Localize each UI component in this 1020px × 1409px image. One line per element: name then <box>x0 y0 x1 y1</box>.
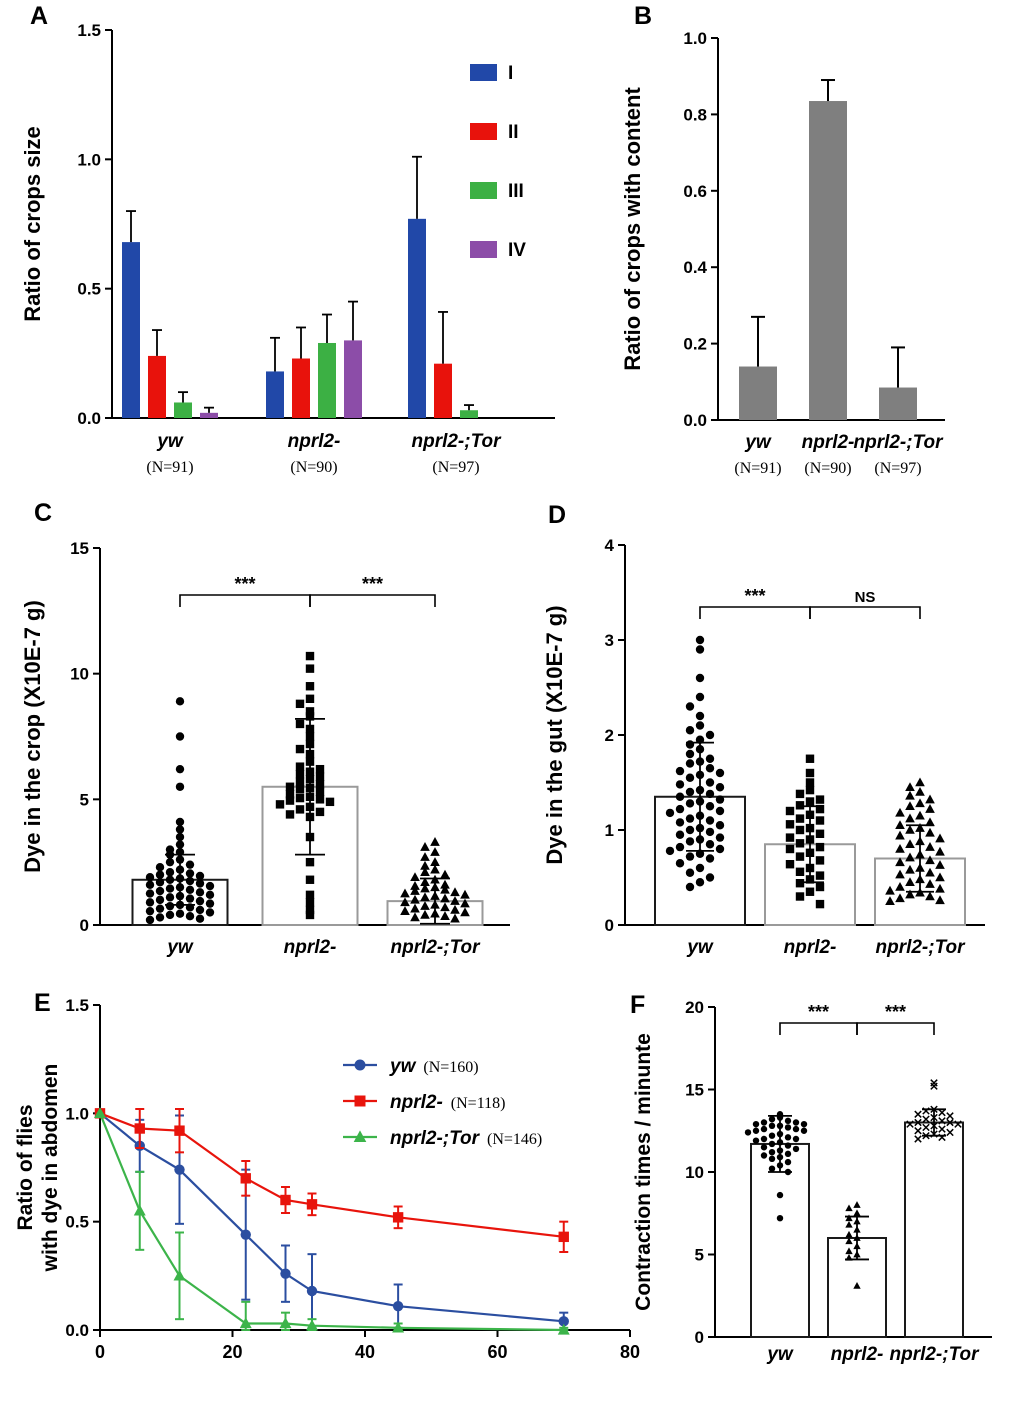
svg-text:IV: IV <box>508 240 526 261</box>
panel-d: D 0 1 2 3 4 Dye in the gut (X10E-7 g) *** NS yw n… <box>520 495 1020 985</box>
panel-c-chart: 0 5 10 15 Dye in the crop (X10E-7 g) *** *** yw… <box>20 539 510 958</box>
svg-text:I: I <box>508 63 513 84</box>
svg-text:(N=97): (N=97) <box>432 459 479 476</box>
svg-text:0.0: 0.0 <box>65 1321 89 1340</box>
svg-text:Dye in the crop (X10E-7 g): Dye in the crop (X10E-7 g) <box>20 600 45 873</box>
svg-text:15: 15 <box>685 1081 704 1100</box>
svg-text:0.0: 0.0 <box>683 411 707 430</box>
svg-text:III: III <box>508 181 524 202</box>
panel-d-letter: D <box>548 501 567 529</box>
svg-text:3: 3 <box>605 631 614 650</box>
svg-text:nprl2-;Tor: nprl2-;Tor <box>875 937 966 958</box>
svg-text:Ratio of crops size: Ratio of crops size <box>20 126 45 322</box>
svg-text:***: *** <box>744 586 765 606</box>
svg-text:yw: yw <box>156 431 184 452</box>
svg-text:nprl2-: nprl2- <box>288 431 341 452</box>
svg-text:Contraction times / minunte: Contraction times / minunte <box>632 1033 655 1311</box>
panel-b-letter: B <box>634 2 653 30</box>
svg-text:nprl2-: nprl2- <box>802 432 855 453</box>
svg-text:0.5: 0.5 <box>65 1213 89 1232</box>
svg-text:60: 60 <box>487 1342 507 1362</box>
svg-text:yw(N=160): yw (N=160) <box>389 1056 479 1077</box>
svg-text:0.8: 0.8 <box>683 105 707 124</box>
svg-text:0: 0 <box>605 916 614 935</box>
svg-text:nprl2-;Tor: nprl2-;Tor <box>411 431 502 452</box>
panel-c: C 0 5 10 15 Dye in the crop (X10E-7 g) *** ***… <box>10 495 520 985</box>
svg-text:nprl2-: nprl2- <box>831 1344 884 1365</box>
svg-text:***: *** <box>885 1002 906 1022</box>
svg-text:nprl2-: nprl2- <box>784 937 837 958</box>
svg-text:***: *** <box>234 574 255 594</box>
panel-e: E 0.0 0.5 1.0 1.5 Ratio of flies with dye in … <box>10 985 650 1409</box>
svg-text:10: 10 <box>70 665 89 684</box>
svg-text:nprl2-;Tor: nprl2-;Tor <box>889 1344 980 1365</box>
svg-text:yw: yw <box>686 937 714 958</box>
svg-text:NS: NS <box>855 589 876 606</box>
panel-a: A 0.0 0.5 1.0 1.5 Ratio of crops size yw (N=91… <box>0 0 600 495</box>
svg-text:15: 15 <box>70 539 89 558</box>
svg-text:nprl2-;Tor: nprl2-;Tor <box>390 937 481 958</box>
panel-f-letter: F <box>630 991 646 1019</box>
svg-text:20: 20 <box>685 998 704 1017</box>
svg-text:4: 4 <box>605 536 615 555</box>
svg-text:1: 1 <box>605 821 614 840</box>
svg-text:0.0: 0.0 <box>77 409 101 428</box>
svg-text:20: 20 <box>222 1342 242 1362</box>
svg-text:80: 80 <box>620 1342 640 1362</box>
panel-f-chart: 0 5 10 15 20 Contraction times / minunte *** **… <box>632 998 992 1365</box>
svg-text:***: *** <box>362 574 383 594</box>
svg-text:0.6: 0.6 <box>683 182 707 201</box>
svg-text:with dye in abdomen: with dye in abdomen <box>39 1064 62 1273</box>
svg-text:(N=91): (N=91) <box>734 460 781 477</box>
svg-text:(N=97): (N=97) <box>874 460 921 477</box>
svg-text:0: 0 <box>95 1342 105 1362</box>
svg-text:II: II <box>508 122 519 143</box>
svg-text:nprl2-: nprl2- <box>284 937 337 958</box>
panel-a-letter: A <box>30 2 49 30</box>
panel-c-letter: C <box>34 499 53 527</box>
panel-d-chart: 0 1 2 3 4 Dye in the gut (X10E-7 g) *** NS yw npr… <box>542 536 985 958</box>
panel-b: B 0.0 0.2 0.4 0.6 0.8 1.0 Ratio of crops with … <box>600 0 1020 495</box>
svg-text:nprl2-(N=118): nprl2- (N=118) <box>390 1092 505 1113</box>
svg-text:1.0: 1.0 <box>65 1104 89 1123</box>
svg-text:Ratio of flies: Ratio of flies <box>14 1104 37 1230</box>
svg-text:0.5: 0.5 <box>77 280 101 299</box>
svg-text:Ratio of crops with content: Ratio of crops with content <box>620 87 645 371</box>
svg-text:nprl2-;Tor: nprl2-;Tor <box>853 432 944 453</box>
svg-text:(N=91): (N=91) <box>146 459 193 476</box>
svg-text:(N=90): (N=90) <box>804 460 851 477</box>
panel-f: F 0 5 10 15 20 Contraction times / minunte ***… <box>620 985 1020 1409</box>
svg-text:Dye in the gut (X10E-7 g): Dye in the gut (X10E-7 g) <box>542 605 567 864</box>
svg-text:yw: yw <box>166 937 194 958</box>
svg-text:(N=90): (N=90) <box>290 459 337 476</box>
svg-text:5: 5 <box>80 790 89 809</box>
svg-text:1.0: 1.0 <box>683 29 707 48</box>
svg-text:***: *** <box>808 1002 829 1022</box>
svg-text:0.2: 0.2 <box>683 335 707 354</box>
panel-e-chart: 0.0 0.5 1.0 1.5 Ratio of flies with dye in ab… <box>14 996 640 1362</box>
svg-text:0: 0 <box>80 916 89 935</box>
svg-text:40: 40 <box>355 1342 375 1362</box>
svg-text:0: 0 <box>695 1328 704 1347</box>
svg-text:10: 10 <box>685 1163 704 1182</box>
svg-text:yw: yw <box>766 1344 794 1365</box>
panel-b-chart: 0.0 0.2 0.4 0.6 0.8 1.0 Ratio of crops with co… <box>620 29 945 477</box>
svg-text:1.0: 1.0 <box>77 150 101 169</box>
svg-text:1.5: 1.5 <box>65 996 89 1015</box>
svg-text:nprl2-;Tor(N=146): nprl2-;Tor (N=146) <box>390 1128 542 1149</box>
svg-text:5: 5 <box>695 1246 704 1265</box>
svg-text:1.5: 1.5 <box>77 21 101 40</box>
panel-a-chart: 0.0 0.5 1.0 1.5 Ratio of crops size yw (N=91) n… <box>20 21 555 476</box>
svg-text:yw: yw <box>744 432 772 453</box>
svg-text:2: 2 <box>605 726 614 745</box>
svg-text:0.4: 0.4 <box>683 258 707 277</box>
panel-e-letter: E <box>34 989 51 1017</box>
